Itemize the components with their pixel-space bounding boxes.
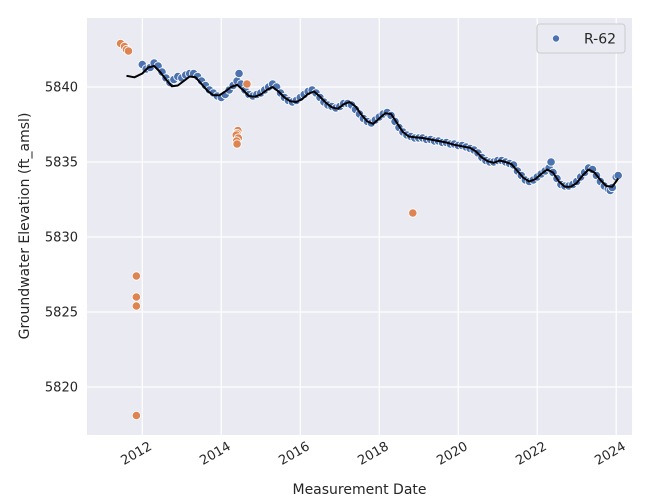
- y-tick-label: 5825: [45, 306, 78, 321]
- outlier-point: [131, 271, 141, 281]
- outlier-point: [131, 410, 141, 421]
- outlier-point: [242, 79, 252, 89]
- y-tick-label: 5835: [45, 156, 78, 171]
- outlier-point: [123, 46, 134, 56]
- x-tick-label: 2018: [355, 439, 391, 469]
- legend-label: R-62: [584, 32, 616, 48]
- y-tick-label: 5830: [45, 231, 78, 246]
- data-point: [234, 68, 244, 79]
- grid: [87, 18, 632, 435]
- trend-line-group: [126, 65, 620, 188]
- data-point: [546, 157, 556, 167]
- data-point: [613, 170, 623, 181]
- x-tick-label: 2020: [434, 439, 470, 469]
- legend-box: [536, 23, 626, 54]
- x-tick-label: 2022: [513, 439, 549, 469]
- trend-line: [126, 65, 620, 188]
- series-outlier-points: [115, 38, 418, 421]
- y-tick-label: 5840: [45, 81, 78, 96]
- x-tick-labels: 2012 2014 2016 2018 2020 2022 2024: [118, 439, 628, 469]
- x-tick-label: 2014: [197, 439, 233, 469]
- y-tick-labels: 5820 5825 5830 5835 5840: [45, 81, 78, 396]
- y-axis-title: Groundwater Elevation (ft_amsl): [17, 113, 33, 340]
- outlier-point: [232, 139, 242, 149]
- y-tick-label: 5820: [45, 381, 78, 396]
- x-axis-title: Measurement Date: [292, 482, 426, 498]
- x-tick-label: 2012: [118, 439, 154, 469]
- outlier-point: [131, 292, 141, 302]
- x-tick-label: 2016: [276, 439, 312, 469]
- legend: R-62: [536, 23, 626, 54]
- x-tick-label: 2024: [592, 439, 628, 469]
- outlier-point: [408, 208, 418, 218]
- legend-marker: [552, 34, 561, 43]
- outlier-point: [131, 301, 141, 311]
